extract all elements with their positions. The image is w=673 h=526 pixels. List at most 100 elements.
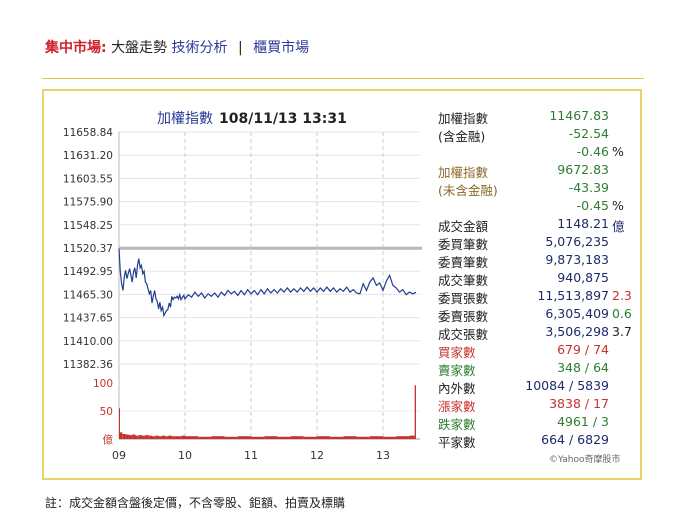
stats-value: 4961 / 3: [557, 414, 609, 429]
x-tick-label: 12: [310, 449, 324, 462]
stats-value: 6,305,409: [545, 306, 609, 321]
volume-bar: [414, 385, 416, 439]
volume-bar: [303, 436, 317, 439]
volume-bar: [211, 436, 225, 439]
volume-tick-label: 100: [93, 378, 113, 390]
nav-label: 集中市場:: [45, 40, 107, 56]
chart-title: 加權指數 108/11/13 13:31: [157, 108, 347, 128]
stats-row: (未含金融) -43.39: [438, 179, 628, 198]
index-line: [118, 248, 417, 318]
divider: [42, 78, 644, 79]
volume-bar: [185, 436, 199, 439]
y-tick-label: 11548.25: [63, 220, 113, 232]
volume-bar: [224, 436, 238, 439]
stats-row: 委賣張數 6,305,409 0.6: [438, 305, 632, 324]
volume-bar: [343, 436, 357, 439]
stats-label: 加權指數: [438, 165, 489, 180]
stats-label: (含金融): [438, 129, 486, 144]
y-tick-label: 11631.20: [63, 150, 113, 162]
footnote: 註：成交金額含盤後定價，不含零股、鉅額、拍賣及標購: [45, 496, 346, 510]
y-tick-label: 11520.37: [63, 243, 113, 255]
stats-extra: 2.3: [612, 288, 632, 303]
nav-current-trend: 大盤走勢: [111, 40, 168, 56]
volume-bar: [251, 436, 265, 439]
stats-value: 11,513,897: [537, 288, 609, 303]
stats-row: 平家數 664 / 6829: [438, 431, 628, 450]
credit-text: ©Yahoo奇摩股市: [549, 455, 621, 465]
volume-bar: [145, 435, 149, 439]
volume-bar: [369, 436, 383, 439]
stats-value: 679 / 74: [557, 342, 609, 357]
market-nav: 集中市場: 大盤走勢 技術分析 | 櫃買市場: [45, 37, 309, 57]
volume-bar: [119, 432, 123, 439]
volume-bar: [155, 435, 159, 439]
volume-bar: [178, 436, 182, 439]
volume-bar: [356, 436, 370, 439]
volume-bar: [396, 436, 410, 439]
volume-bar: [168, 435, 172, 439]
stats-extra: 億: [612, 219, 625, 234]
nav-link-otc-market[interactable]: 櫃買市場: [253, 40, 310, 56]
volume-bar: [128, 435, 133, 439]
y-tick-label: 11658.84: [63, 127, 113, 139]
stats-value: -52.54: [568, 126, 609, 141]
stats-label: 漲家數: [438, 399, 476, 414]
volume-bar: [198, 436, 212, 439]
stats-label: 成交筆數: [438, 273, 489, 288]
stats-label: 委買張數: [438, 291, 489, 306]
stats-value: 940,875: [557, 270, 609, 285]
stats-row: -0.46%: [438, 143, 628, 161]
stats-value: 11467.83: [549, 108, 609, 123]
stats-row: 委買張數 11,513,897 2.3: [438, 287, 632, 306]
x-tick-label: 09: [112, 449, 126, 462]
volume-bar: [161, 435, 166, 439]
stats-row: 跌家數 4961 / 3: [438, 413, 628, 432]
stats-value: -43.39: [568, 180, 609, 195]
stats-value: 5,076,235: [545, 234, 609, 249]
stats-row: 加權指數 11467.83: [438, 107, 628, 126]
stats-label: 委賣筆數: [438, 255, 489, 270]
volume-bar: [317, 436, 331, 439]
stats-row: 賣家數 348 / 64: [438, 359, 628, 378]
volume-bar: [122, 433, 126, 439]
volume-bar: [152, 436, 156, 439]
stats-value: 9,873,183: [545, 252, 609, 267]
stats-row: 加權指數 9672.83: [438, 161, 628, 180]
nav-link-technical-analysis[interactable]: 技術分析: [171, 40, 228, 56]
x-tick-label: 10: [178, 449, 192, 462]
stats-label: 成交張數: [438, 327, 489, 342]
volume-bar: [165, 436, 169, 439]
volume-tick-label: 億: [103, 433, 114, 446]
chart-title-name: 加權指數: [157, 111, 213, 127]
stats-row: 成交金額 1148.21 億: [438, 215, 628, 234]
chart-title-datetime: 108/11/13 13:31: [219, 111, 347, 127]
volume-bar: [119, 408, 120, 439]
volume-bar: [290, 436, 304, 439]
stats-row: 成交筆數 940,875: [438, 269, 628, 288]
stats-label: 平家數: [438, 435, 476, 450]
stats-label: 委賣張數: [438, 309, 489, 324]
volume-bar: [175, 436, 179, 439]
volume-tick-label: 50: [100, 406, 113, 418]
stats-label: (未含金融): [438, 183, 498, 198]
stats-label: 內外數: [438, 381, 476, 396]
stats-value: 9672.83: [557, 162, 609, 177]
volume-bar: [383, 436, 397, 439]
x-tick-label: 11: [244, 449, 258, 462]
volume-bar: [158, 436, 162, 439]
volume-bar: [135, 435, 139, 439]
stats-value: 664 / 6829: [541, 432, 609, 447]
stats-label: 賣家數: [438, 363, 476, 378]
volume-bar: [181, 435, 185, 439]
stats-row: -0.45%: [438, 197, 628, 215]
volume-bar: [125, 434, 129, 439]
stats-row: 內外數 10084 / 5839: [438, 377, 628, 396]
volume-bar: [148, 435, 152, 439]
volume-bar: [264, 436, 278, 439]
volume-bar: [277, 436, 291, 439]
stats-extra: 0.6: [612, 306, 632, 321]
stats-row: 委買筆數 5,076,235: [438, 233, 628, 252]
stats-row: 漲家數 3838 / 17: [438, 395, 628, 414]
y-tick-label: 11437.65: [63, 313, 113, 325]
